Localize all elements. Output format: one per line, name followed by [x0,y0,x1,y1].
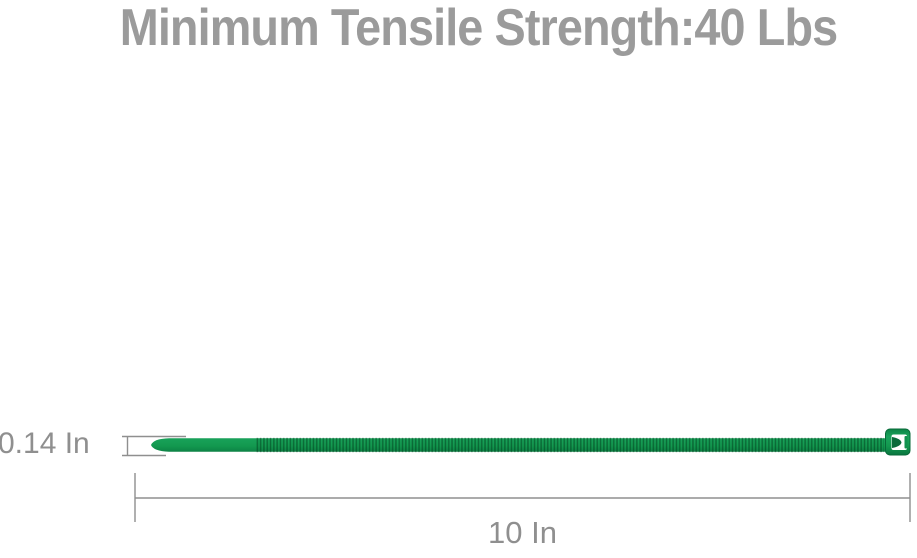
cable-tie-head-wall [904,436,908,449]
cable-tie-graphic [151,428,911,456]
length-dimension-label: 10 In [488,515,557,550]
height-dimension-label: 0.14 In [0,427,90,460]
length-dimension-line [134,473,911,522]
cable-tie-teeth [255,437,884,453]
height-dimension-bracket [122,435,186,457]
page-title: Minimum Tensile Strength:40 Lbs [119,0,838,57]
cable-tie-pawl [892,437,902,448]
